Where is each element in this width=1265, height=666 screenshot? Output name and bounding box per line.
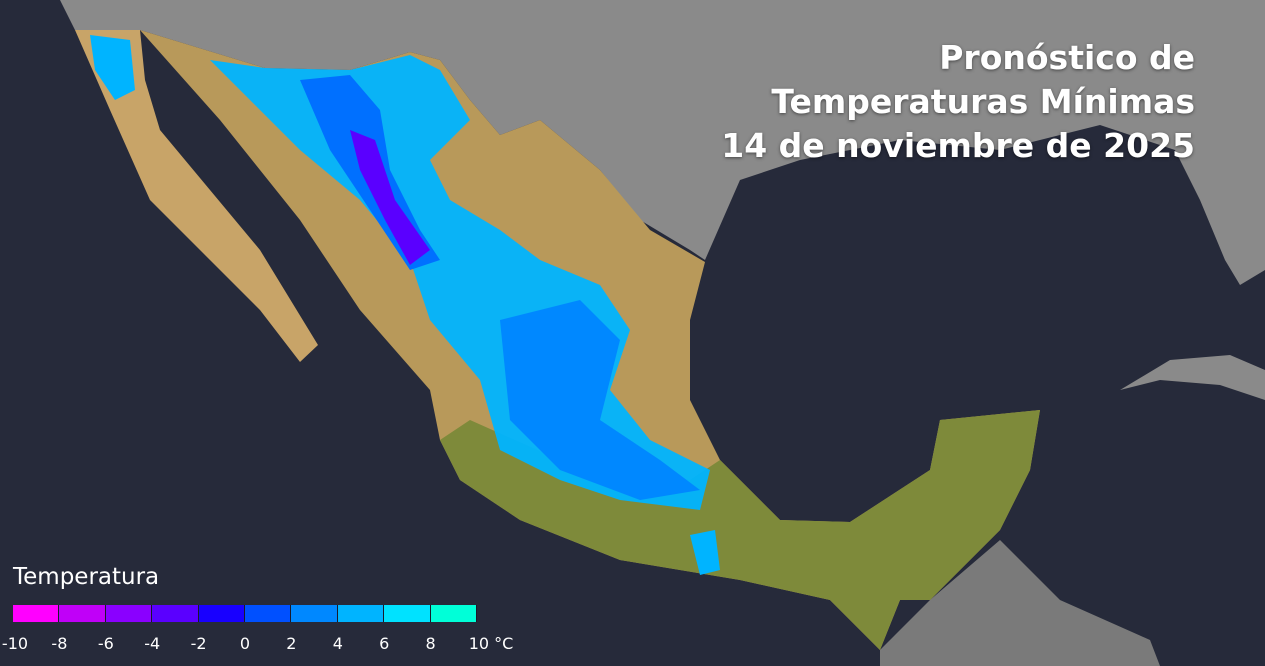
legend-tick-label: -6: [97, 634, 114, 653]
cold-area-oaxaca: [690, 530, 720, 575]
legend-tick-label: -2: [190, 634, 207, 653]
legend-tick-label: -4: [144, 634, 161, 653]
title-line-3: 14 de noviembre de 2025: [721, 126, 1195, 165]
baja-california: [75, 30, 318, 362]
legend-swatch: [245, 605, 292, 622]
legend-tick-label: -8: [51, 634, 68, 653]
legend-tick-label: 6: [379, 634, 390, 653]
legend-tick-label: 8: [425, 634, 436, 653]
usa-land: [60, 0, 1265, 285]
cuba-land: [1120, 355, 1265, 400]
title-line-2: Temperaturas Mínimas: [771, 82, 1195, 121]
cold-area-purple: [350, 130, 430, 265]
legend-swatch: [59, 605, 106, 622]
legend-swatch: [13, 605, 60, 622]
cold-area-baja: [90, 35, 135, 100]
legend-tick-label: 10 °C: [468, 634, 514, 653]
legend-tick-label: 2: [286, 634, 297, 653]
title-line-1: Pronóstico de: [939, 38, 1195, 77]
legend-swatch: [291, 605, 338, 622]
legend-swatch: [152, 605, 199, 622]
central-america-land: [880, 540, 1160, 666]
legend-tick-label: -10: [1, 634, 29, 653]
legend-tick-label: 0: [239, 634, 251, 653]
legend-swatch: [337, 605, 385, 622]
legend-title: Temperatura: [13, 564, 160, 590]
legend-color-bar: [13, 605, 478, 622]
map-title: Pronóstico de Temperaturas Mínimas 14 de…: [721, 36, 1195, 168]
legend-tick-label: 4: [332, 634, 343, 653]
legend-swatch: [105, 605, 153, 622]
legend-swatch: [430, 605, 478, 622]
legend-swatch: [384, 605, 431, 622]
cold-area-central: [500, 300, 700, 500]
legend-swatch: [198, 605, 246, 622]
